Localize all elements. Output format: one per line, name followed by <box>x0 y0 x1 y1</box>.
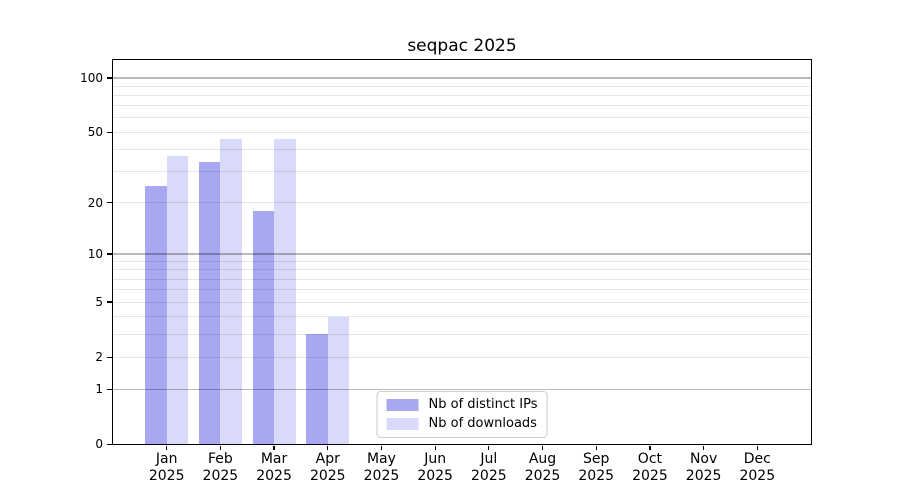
x-tick-year-oct: 2025 <box>632 468 668 485</box>
x-tick-label-dec: Dec 2025 <box>739 451 775 486</box>
legend-swatch-distinct-ips <box>386 398 419 411</box>
bar-apr-nb-of-downloads <box>327 316 350 445</box>
x-tick-month-jul: Jul <box>480 450 498 467</box>
x-tick-label-nov: Nov 2025 <box>686 451 722 486</box>
gridline-minor-70 <box>113 105 811 107</box>
y-tick-label-100: 100 <box>80 70 103 85</box>
y-tick-0 <box>106 443 112 446</box>
x-tick-year-jul: 2025 <box>471 468 507 485</box>
x-tick-month-jun: Jun <box>424 450 447 467</box>
y-tick-5 <box>106 301 112 303</box>
y-tick-label-10: 10 <box>87 246 103 261</box>
bar-feb-nb-of-downloads <box>220 138 242 445</box>
x-tick-month-dec: Dec <box>743 450 771 467</box>
y-tick-label-2: 2 <box>95 350 103 365</box>
x-tick-may <box>380 445 383 451</box>
gridline-minor-90 <box>113 85 811 87</box>
bar-apr-nb-of-distinct-ips <box>306 334 328 445</box>
x-tick-label-may: May 2025 <box>364 451 400 486</box>
x-tick-year-may: 2025 <box>363 468 400 485</box>
bar-jan-nb-of-downloads <box>166 155 189 445</box>
x-tick-apr <box>327 445 329 451</box>
x-tick-year-aug: 2025 <box>524 468 561 485</box>
x-tick-month-sep: Sep <box>583 450 610 467</box>
y-tick-20 <box>106 202 112 204</box>
x-tick-feb <box>219 445 222 451</box>
bar-mar-nb-of-downloads <box>274 138 296 445</box>
x-tick-label-apr: Apr 2025 <box>310 451 346 486</box>
x-tick-aug <box>541 445 544 451</box>
x-tick-month-apr: Apr <box>315 450 340 467</box>
bar-jan-nb-of-distinct-ips <box>145 185 167 445</box>
x-tick-label-oct: Oct 2025 <box>632 451 668 486</box>
x-tick-label-sep: Sep 2025 <box>578 451 614 486</box>
y-tick-label-20: 20 <box>87 195 103 210</box>
x-tick-label-feb: Feb 2025 <box>203 451 239 486</box>
chart-title: seqpac 2025 <box>407 36 517 56</box>
x-tick-month-aug: Aug <box>528 450 557 467</box>
x-tick-label-jun: Jun 2025 <box>417 451 453 486</box>
legend-label-downloads: Nb of downloads <box>428 415 537 431</box>
legend-swatch-downloads <box>386 417 419 430</box>
x-tick-month-jan: Jan <box>155 450 178 467</box>
y-tick-label-1: 1 <box>95 382 103 397</box>
x-tick-year-jun: 2025 <box>417 468 453 485</box>
gridline-minor-50 <box>113 131 811 133</box>
y-tick-2 <box>106 356 112 358</box>
legend-entry-distinct-ips: Nb of distinct IPs <box>386 396 538 413</box>
x-tick-month-feb: Feb <box>207 450 233 467</box>
x-tick-month-nov: Nov <box>689 450 718 467</box>
y-tick-1 <box>106 388 112 390</box>
x-tick-oct <box>649 445 651 451</box>
x-tick-month-mar: Mar <box>260 450 288 467</box>
x-tick-month-may: May <box>366 450 396 467</box>
gridline-minor-60 <box>113 117 811 119</box>
x-tick-jan <box>166 445 168 451</box>
gridline-minor-80 <box>113 94 811 96</box>
x-tick-label-aug: Aug 2025 <box>525 451 561 486</box>
bar-mar-nb-of-distinct-ips <box>252 210 275 445</box>
y-tick-100 <box>106 77 112 79</box>
x-tick-year-feb: 2025 <box>202 468 239 485</box>
x-tick-year-sep: 2025 <box>578 468 615 485</box>
x-tick-label-jul: Jul 2025 <box>471 451 507 486</box>
gridline-major-100 <box>113 77 811 79</box>
y-tick-50 <box>106 131 112 133</box>
x-tick-label-jan: Jan 2025 <box>149 451 185 486</box>
y-tick-10 <box>106 253 112 255</box>
legend: Nb of distinct IPs Nb of downloads <box>376 390 548 438</box>
legend-entry-downloads: Nb of downloads <box>386 415 538 432</box>
x-tick-nov <box>702 445 705 451</box>
y-tick-label-0: 0 <box>95 437 103 452</box>
x-tick-year-nov: 2025 <box>685 468 722 485</box>
x-tick-dec <box>756 445 758 451</box>
x-tick-year-jan: 2025 <box>148 468 185 485</box>
x-tick-mar <box>273 445 275 451</box>
plot-area: Nb of distinct IPs Nb of downloads 0 1 2 5 1… <box>80 59 812 484</box>
x-tick-month-oct: Oct <box>637 450 663 467</box>
gridline-minor-40 <box>113 149 811 151</box>
x-tick-jul <box>488 445 490 451</box>
y-tick-label-5: 5 <box>95 295 103 310</box>
legend-label-distinct-ips: Nb of distinct IPs <box>428 396 538 412</box>
x-tick-jun <box>434 445 436 451</box>
x-tick-year-mar: 2025 <box>256 468 292 485</box>
bar-feb-nb-of-distinct-ips <box>198 162 221 445</box>
y-tick-label-50: 50 <box>87 125 103 140</box>
x-tick-year-dec: 2025 <box>739 468 776 485</box>
x-tick-sep <box>595 445 597 451</box>
x-tick-label-mar: Mar 2025 <box>256 451 292 486</box>
x-tick-year-apr: 2025 <box>309 468 346 485</box>
